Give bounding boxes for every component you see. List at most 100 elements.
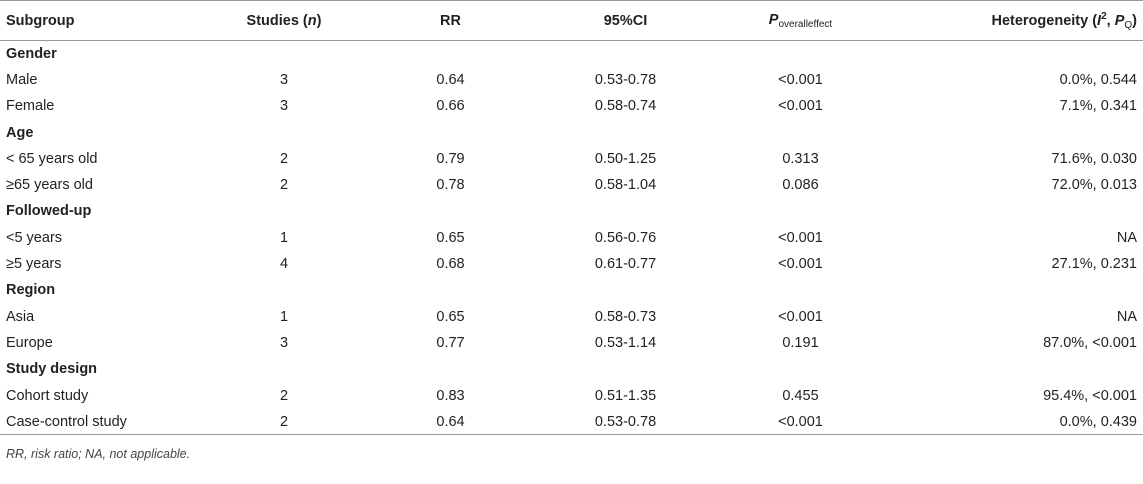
header-p-main: P [768, 11, 779, 28]
cell-ci: 0.50-1.25 [594, 150, 657, 167]
cell-rr: 0.78 [436, 177, 465, 194]
header-studies-n: n [307, 12, 317, 29]
cell-rr: 0.66 [436, 98, 465, 115]
table-row: <5 years 1 0.65 0.56-0.76 <0.001 NA [0, 225, 1143, 251]
table-row: Cohort study 2 0.83 0.51-1.35 0.455 95.4… [0, 382, 1143, 408]
cell-studies: 3 [279, 98, 289, 115]
cell-rr: 0.83 [436, 387, 465, 404]
cell-p: 0.086 [782, 177, 819, 194]
group-label: Followed-up [6, 203, 92, 220]
subgroup-analysis-table: Subgroup Studies (n) RR 95%CI Poverallef… [0, 0, 1143, 436]
cell-ci: 0.53-0.78 [538, 408, 713, 436]
table-row: ≥5 years 4 0.68 0.61-0.77 <0.001 27.1%, … [0, 251, 1143, 277]
cell-studies: 2 [279, 177, 289, 194]
table-row: Female 3 0.66 0.58-0.74 <0.001 7.1%, 0.3… [0, 93, 1143, 119]
group-label: Region [6, 282, 56, 299]
cell-p: <0.001 [778, 308, 823, 325]
cell-heterogeneity: 72.0%, 0.013 [1051, 177, 1137, 194]
cell-rr: 0.64 [363, 408, 538, 436]
cell-p: <0.001 [778, 71, 823, 88]
cell-studies: 3 [279, 71, 289, 88]
table-group-row: Gender [0, 41, 1143, 67]
header-p-sub: overalleffect [778, 18, 833, 30]
cell-ci: 0.53-0.78 [594, 71, 657, 88]
cell-subgroup: < 65 years old [6, 150, 98, 167]
cell-heterogeneity: NA [1116, 229, 1137, 246]
cell-heterogeneity: NA [1116, 308, 1137, 325]
cell-p: <0.001 [778, 256, 823, 273]
cell-studies: 3 [279, 334, 289, 351]
table-row: Asia 1 0.65 0.58-0.73 <0.001 NA [0, 303, 1143, 329]
cell-heterogeneity: 71.6%, 0.030 [1051, 150, 1137, 167]
header-het-i-sup: 2 [1101, 10, 1107, 22]
cell-ci: 0.56-0.76 [594, 229, 657, 246]
header-studies: Studies (n) [205, 0, 363, 41]
cell-ci: 0.58-0.74 [594, 98, 657, 115]
cell-heterogeneity: 0.0%, 0.544 [1059, 71, 1137, 88]
cell-p: <0.001 [713, 408, 888, 436]
cell-subgroup: Female [6, 98, 55, 115]
header-heterogeneity: Heterogeneity (I2, PQ) [888, 0, 1143, 41]
cell-ci: 0.53-1.14 [594, 334, 657, 351]
header-p-overall: Poveralleffect [713, 0, 888, 41]
header-het-i: I [1097, 12, 1102, 29]
cell-p: 0.455 [782, 387, 819, 404]
table-row: Europe 3 0.77 0.53-1.14 0.191 87.0%, <0.… [0, 330, 1143, 356]
cell-p: <0.001 [778, 229, 823, 246]
table-group-row: Region [0, 277, 1143, 303]
header-ci: 95%CI [538, 0, 713, 41]
results-table-container: Subgroup Studies (n) RR 95%CI Poverallef… [0, 0, 1143, 461]
cell-rr: 0.65 [436, 308, 465, 325]
table-header-row: Subgroup Studies (n) RR 95%CI Poverallef… [0, 0, 1143, 41]
cell-subgroup: Europe [6, 334, 53, 351]
cell-p: 0.191 [782, 334, 819, 351]
cell-rr: 0.77 [436, 334, 465, 351]
cell-ci: 0.51-1.35 [594, 387, 657, 404]
header-het-close: ) [1132, 12, 1137, 29]
cell-ci: 0.61-0.77 [594, 256, 657, 273]
table-row: Male 3 0.64 0.53-0.78 <0.001 0.0%, 0.544 [0, 67, 1143, 93]
table-group-row: Followed-up [0, 198, 1143, 224]
table-row: ≥65 years old 2 0.78 0.58-1.04 0.086 72.… [0, 172, 1143, 198]
cell-ci: 0.58-1.04 [594, 177, 657, 194]
header-het-sep: , [1106, 12, 1115, 29]
header-subgroup: Subgroup [0, 0, 205, 41]
group-label: Gender [6, 45, 57, 62]
group-label: Age [6, 124, 34, 141]
cell-subgroup: <5 years [6, 229, 63, 246]
cell-subgroup: Cohort study [6, 387, 89, 404]
header-studies-text: Studies ( [246, 12, 308, 29]
header-het-prefix: Heterogeneity ( [991, 12, 1098, 29]
cell-subgroup: ≥65 years old [6, 177, 93, 194]
header-studies-close: ) [316, 12, 322, 29]
header-het-p-sub: Q [1124, 19, 1133, 31]
cell-studies: 1 [279, 308, 289, 325]
cell-studies: 1 [279, 229, 289, 246]
cell-studies: 2 [279, 387, 289, 404]
cell-heterogeneity: 7.1%, 0.341 [1059, 98, 1137, 115]
table-row: Case-control study 2 0.64 0.53-0.78 <0.0… [0, 408, 1143, 436]
header-het-p: P [1114, 12, 1125, 29]
cell-studies: 2 [205, 408, 363, 436]
group-label: Study design [6, 361, 98, 378]
table-group-row: Study design [0, 356, 1143, 382]
table-row: < 65 years old 2 0.79 0.50-1.25 0.313 71… [0, 146, 1143, 172]
cell-rr: 0.79 [436, 150, 465, 167]
table-footnote: RR, risk ratio; NA, not applicable. [6, 447, 191, 462]
cell-p: <0.001 [778, 98, 823, 115]
header-rr: RR [363, 0, 538, 41]
cell-p: 0.313 [782, 150, 819, 167]
cell-rr: 0.68 [436, 256, 465, 273]
cell-heterogeneity: 95.4%, <0.001 [1043, 387, 1137, 404]
cell-subgroup: Case-control study [0, 408, 205, 436]
cell-rr: 0.65 [436, 229, 465, 246]
cell-heterogeneity: 0.0%, 0.439 [888, 408, 1143, 436]
cell-subgroup: Male [6, 71, 38, 88]
cell-heterogeneity: 27.1%, 0.231 [1051, 256, 1137, 273]
table-group-row: Age [0, 119, 1143, 145]
cell-studies: 2 [279, 150, 289, 167]
cell-subgroup: Asia [6, 308, 35, 325]
cell-subgroup: ≥5 years [6, 256, 62, 273]
cell-rr: 0.64 [436, 71, 465, 88]
cell-ci: 0.58-0.73 [594, 308, 657, 325]
